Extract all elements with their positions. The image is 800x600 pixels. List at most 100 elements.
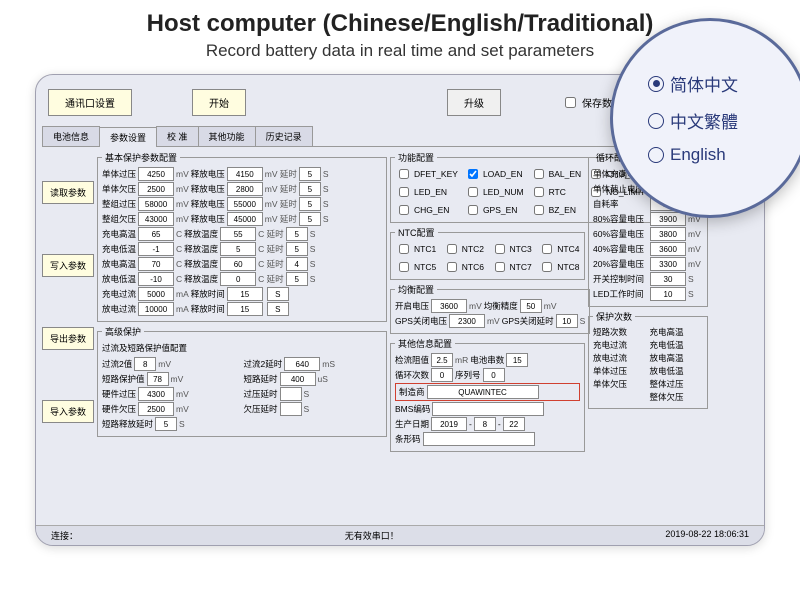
basic-protection-group: 基本保护参数配置 单体过压mV 释放电压mV 延时S单体欠压mV 释放电压mV … bbox=[97, 151, 387, 322]
sc-delay[interactable] bbox=[280, 372, 316, 386]
param-input[interactable] bbox=[227, 182, 263, 196]
bal-th[interactable] bbox=[520, 299, 542, 313]
date-d[interactable] bbox=[503, 417, 525, 431]
delay-input[interactable] bbox=[299, 197, 321, 211]
param-input[interactable] bbox=[220, 227, 256, 241]
gps-off-v[interactable] bbox=[449, 314, 485, 328]
tab-0[interactable]: 电池信息 bbox=[42, 126, 100, 146]
ntc-config-group: NTC配置 NTC1NTC2NTC3NTC4NTC5NTC6NTC7NTC8 bbox=[390, 226, 585, 280]
func-GPS_EN[interactable]: GPS_EN bbox=[464, 202, 524, 218]
oc2-delay[interactable] bbox=[284, 357, 320, 371]
side-btn-3[interactable]: 导入参数 bbox=[42, 400, 94, 423]
param-input[interactable] bbox=[227, 212, 263, 226]
param-input[interactable] bbox=[220, 272, 256, 286]
oc2-value[interactable] bbox=[134, 357, 156, 371]
param-input[interactable] bbox=[220, 257, 256, 271]
func-LED_EN[interactable]: LED_EN bbox=[395, 184, 458, 200]
cycle-input[interactable] bbox=[650, 227, 686, 241]
param-input[interactable] bbox=[138, 197, 174, 211]
delay-input[interactable] bbox=[299, 212, 321, 226]
status-bar: 连接： 无有效串口！ 2019-08-22 18:06:31 bbox=[36, 525, 764, 545]
protect-count-group: 保护次数 短路次数充电过流放电过流单体过压单体欠压充电高温充电低温放电高温放电低… bbox=[588, 310, 708, 409]
delay-input[interactable] bbox=[267, 287, 289, 301]
upgrade-button[interactable]: 升级 bbox=[447, 89, 501, 116]
language-zoom-callout: 简体中文中文繁體 English bbox=[610, 18, 800, 218]
param-input[interactable] bbox=[138, 287, 174, 301]
delay-input[interactable] bbox=[286, 227, 308, 241]
delay-input[interactable] bbox=[286, 272, 308, 286]
ntc-NTC1[interactable]: NTC1 bbox=[395, 241, 437, 257]
param-input[interactable] bbox=[220, 242, 256, 256]
ntc-NTC4[interactable]: NTC4 bbox=[538, 241, 580, 257]
hw-ov[interactable] bbox=[138, 387, 174, 401]
func-CHG_EN[interactable]: CHG_EN bbox=[395, 202, 458, 218]
tab-1[interactable]: 参数设置 bbox=[99, 127, 157, 147]
ntc-NTC5[interactable]: NTC5 bbox=[395, 259, 437, 275]
ntc-NTC8[interactable]: NTC8 bbox=[538, 259, 580, 275]
cycle-input[interactable] bbox=[650, 212, 686, 226]
tab-2[interactable]: 校 准 bbox=[156, 126, 199, 146]
gps-off-t[interactable] bbox=[556, 314, 578, 328]
cell-count[interactable] bbox=[506, 353, 528, 367]
param-input[interactable] bbox=[227, 197, 263, 211]
barcode[interactable] bbox=[423, 432, 535, 446]
cycle-input[interactable] bbox=[650, 287, 686, 301]
other-info-group: 其他信息配置 检流阻值mR 电池串数 循环次数 序列号 制造商 BMS编码 生产… bbox=[390, 337, 585, 452]
lang-option-2[interactable]: English bbox=[648, 145, 800, 165]
param-input[interactable] bbox=[138, 167, 174, 181]
side-btn-2[interactable]: 导出参数 bbox=[42, 327, 94, 350]
sense-res[interactable] bbox=[431, 353, 453, 367]
start-button[interactable]: 开始 bbox=[192, 89, 246, 116]
param-input[interactable] bbox=[227, 302, 263, 316]
advanced-protection-group: 高级保护 过流及短路保护值配置 过流2值mV 短路保护值mV 硬件过压mV 硬件… bbox=[97, 325, 387, 437]
tab-4[interactable]: 历史记录 bbox=[255, 126, 313, 146]
func-BAL_EN[interactable]: BAL_EN bbox=[530, 166, 582, 182]
sc-value[interactable] bbox=[147, 372, 169, 386]
uv-delay[interactable] bbox=[280, 402, 302, 416]
sc-release[interactable] bbox=[155, 417, 177, 431]
lang-option-1[interactable]: 中文繁體 bbox=[648, 108, 800, 133]
hw-uv[interactable] bbox=[138, 402, 174, 416]
balance-config-group: 均衡配置 开启电压mV 均衡精度mV GPS关闭电压mV GPS关闭延时S bbox=[390, 283, 590, 334]
param-input[interactable] bbox=[138, 272, 174, 286]
delay-input[interactable] bbox=[286, 257, 308, 271]
cycle-input[interactable] bbox=[650, 242, 686, 256]
comm-settings-button[interactable]: 通讯口设置 bbox=[48, 89, 132, 116]
manufacturer[interactable] bbox=[427, 385, 539, 399]
lang-option-0[interactable]: 简体中文 bbox=[648, 71, 800, 96]
date-m[interactable] bbox=[474, 417, 496, 431]
side-btn-0[interactable]: 读取参数 bbox=[42, 181, 94, 204]
seq-no[interactable] bbox=[483, 368, 505, 382]
cycle-count[interactable] bbox=[431, 368, 453, 382]
ntc-NTC6[interactable]: NTC6 bbox=[443, 259, 485, 275]
param-input[interactable] bbox=[138, 257, 174, 271]
ntc-NTC7[interactable]: NTC7 bbox=[491, 259, 533, 275]
func-LOAD_EN[interactable]: LOAD_EN bbox=[464, 166, 524, 182]
delay-input[interactable] bbox=[299, 167, 321, 181]
param-input[interactable] bbox=[138, 212, 174, 226]
param-input[interactable] bbox=[227, 287, 263, 301]
tab-3[interactable]: 其他功能 bbox=[198, 126, 256, 146]
param-input[interactable] bbox=[138, 242, 174, 256]
param-input[interactable] bbox=[138, 227, 174, 241]
param-input[interactable] bbox=[227, 167, 263, 181]
delay-input[interactable] bbox=[299, 182, 321, 196]
func-BZ_EN[interactable]: BZ_EN bbox=[530, 202, 582, 218]
ov-delay[interactable] bbox=[280, 387, 302, 401]
cycle-input[interactable] bbox=[650, 272, 686, 286]
func-RTC[interactable]: RTC bbox=[530, 184, 582, 200]
param-input[interactable] bbox=[138, 302, 174, 316]
side-btn-1[interactable]: 写入参数 bbox=[42, 254, 94, 277]
bal-on-v[interactable] bbox=[431, 299, 467, 313]
ntc-NTC2[interactable]: NTC2 bbox=[443, 241, 485, 257]
date-y[interactable] bbox=[431, 417, 467, 431]
func-DFET_KEY[interactable]: DFET_KEY bbox=[395, 166, 458, 182]
ntc-NTC3[interactable]: NTC3 bbox=[491, 241, 533, 257]
func-LED_NUM[interactable]: LED_NUM bbox=[464, 184, 524, 200]
side-buttons: 读取参数写入参数导出参数导入参数 bbox=[42, 151, 94, 455]
bms-code[interactable] bbox=[432, 402, 544, 416]
param-input[interactable] bbox=[138, 182, 174, 196]
delay-input[interactable] bbox=[267, 302, 289, 316]
cycle-input[interactable] bbox=[650, 257, 686, 271]
delay-input[interactable] bbox=[286, 242, 308, 256]
